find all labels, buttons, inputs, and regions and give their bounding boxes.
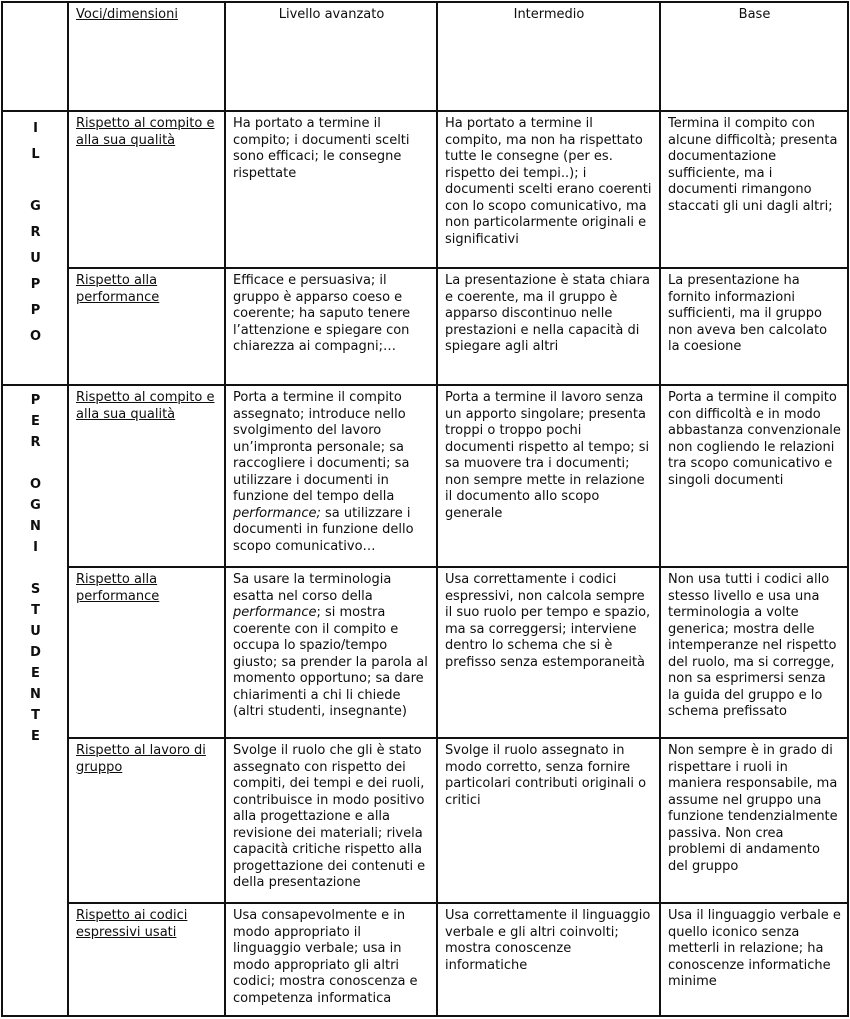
criterion-cell: Rispetto al compito e alla sua qualità [67, 384, 226, 568]
table-row: Rispetto ai codici espressivi usati Usa … [2, 902, 849, 1017]
level-header-intermedio: Intermedio [436, 1, 661, 112]
descriptor-avanzato: Usa consapevolmente e in modo appropriat… [224, 902, 438, 1017]
descriptor-avanzato: Efficace e persuasiva; il gruppo è appar… [224, 267, 438, 386]
criterion-label: Rispetto al compito e alla sua qualità [76, 390, 215, 422]
criterion-label: Rispetto ai codici espressivi usati [76, 908, 188, 940]
level-header-avanzato: Livello avanzato [224, 1, 438, 112]
table-row: Rispetto alla performance Sa usare la te… [2, 566, 849, 739]
descriptor-avanzato: Svolge il ruolo che gli è stato assegnat… [224, 737, 438, 904]
descriptor-avanzato: Ha portato a termine il compito; i docum… [224, 110, 438, 269]
descriptor-base: Non usa tutti i codici allo stesso livel… [659, 566, 849, 739]
criterion-cell: Rispetto ai codici espressivi usati [67, 902, 226, 1017]
descriptor-avanzato: Sa usare la terminologia esatta nel cors… [224, 566, 438, 739]
descriptor-base: Termina il compito con alcune difficoltà… [659, 110, 849, 269]
descriptor-base: Usa il linguaggio verbale e quello iconi… [659, 902, 849, 1017]
criterion-label: Rispetto alla performance [76, 572, 160, 604]
corner-cell [1, 1, 69, 112]
table-row: Rispetto alla performance Efficace e per… [2, 267, 849, 386]
level-header-base: Base [659, 1, 849, 112]
header-row: Voci/dimensioni Livello avanzato Interme… [1, 1, 849, 112]
descriptor-base: Non sempre è in grado di rispettare i ru… [659, 737, 849, 904]
criterion-label: Rispetto alla performance [76, 273, 160, 305]
criterion-label: Rispetto al compito e alla sua qualità [76, 116, 215, 148]
criterion-label: Rispetto al lavoro di gruppo [76, 743, 206, 775]
descriptor-intermedio: La presentazione è stata chiara e coeren… [436, 267, 661, 386]
descriptor-intermedio: Usa correttamente il linguaggio verbale … [436, 902, 661, 1017]
criterion-cell: Rispetto al lavoro di gruppo [67, 737, 226, 904]
criterion-cell: Rispetto alla performance [67, 566, 226, 739]
voci-header-cell: Voci/dimensioni [67, 1, 226, 112]
descriptor-intermedio: Svolge il ruolo assegnato in modo corret… [436, 737, 661, 904]
criterion-cell: Rispetto al compito e alla sua qualità [67, 110, 226, 269]
descriptor-intermedio: Ha portato a termine il compito, ma non … [436, 110, 661, 269]
criterion-cell: Rispetto alla performance [67, 267, 226, 386]
descriptor-avanzato: Porta a termine il compito assegnato; in… [224, 384, 438, 568]
descriptor-base: La presentazione ha fornito informazioni… [659, 267, 849, 386]
table-row: Rispetto al lavoro di gruppo Svolge il r… [2, 737, 849, 904]
descriptor-intermedio: Usa correttamente i codici espressivi, n… [436, 566, 661, 739]
descriptor-intermedio: Porta a termine il lavoro senza un appor… [436, 384, 661, 568]
descriptor-base: Porta a termine il compito con difficolt… [659, 384, 849, 568]
voci-header-label: Voci/dimensioni [76, 7, 178, 22]
